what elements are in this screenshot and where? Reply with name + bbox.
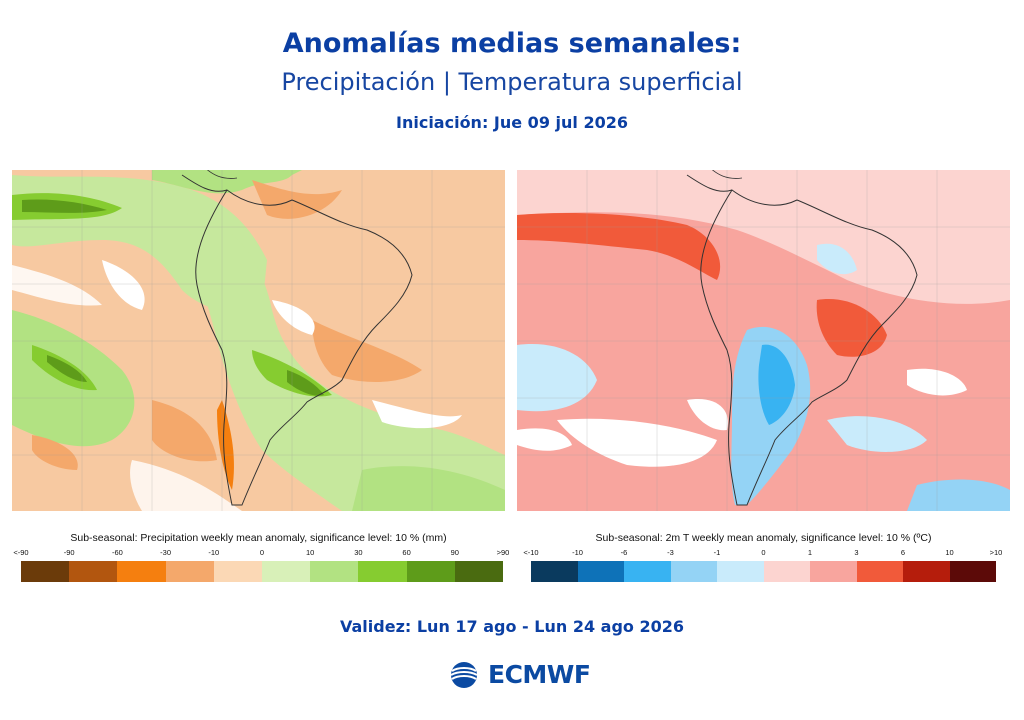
legend-tick: 1 — [807, 548, 813, 557]
legend-swatch — [531, 561, 578, 582]
legend-tick: -10 — [572, 548, 583, 557]
temperature-colorbar — [531, 561, 996, 582]
legend-swatch — [624, 561, 671, 582]
legend-swatch — [856, 561, 903, 582]
initiation-date: Iniciación: Jue 09 jul 2026 — [396, 113, 628, 132]
legend-tick: 3 — [854, 548, 859, 557]
page-title: Anomalías medias semanales: — [282, 28, 742, 59]
legend-tick: 0 — [259, 548, 265, 557]
temperature-legend-ticks: <-10 -10 -6 -3 -1 0 1 3 6 10 >10 — [523, 548, 1002, 558]
precipitation-colorbar — [21, 561, 504, 582]
legend-swatch — [763, 561, 810, 582]
precipitation-caption: Sub-seasonal: Precipitation weekly mean … — [70, 532, 447, 544]
legend-tick: >90 — [496, 548, 510, 557]
ecmwf-logo-text: ECMWF — [488, 660, 591, 689]
legend-tick: 10 — [306, 548, 315, 557]
temperature-anomaly-map — [517, 170, 1010, 511]
legend-tick: >10 — [989, 548, 1003, 557]
legend-swatch — [21, 561, 70, 582]
precipitation-anomaly-map — [12, 170, 505, 511]
ecmwf-logo: ECMWF — [446, 660, 591, 689]
legend-swatch — [454, 561, 504, 582]
legend-tick: -6 — [620, 548, 628, 557]
legend-tick: 6 — [900, 548, 906, 557]
legend-swatch — [358, 561, 407, 582]
legend-swatch — [717, 561, 764, 582]
legend-swatch — [165, 561, 214, 582]
legend-swatch — [262, 561, 311, 582]
legend-tick: 60 — [402, 548, 411, 557]
legend-tick: -1 — [713, 548, 721, 557]
page-subtitle: Precipitación | Temperatura superficial — [281, 68, 743, 96]
legend-swatch — [577, 561, 624, 582]
legend-tick: -3 — [667, 548, 674, 557]
legend-tick: <-10 — [523, 548, 539, 557]
validity-period: Validez: Lun 17 ago - Lun 24 ago 2026 — [340, 617, 684, 636]
legend-tick: <-90 — [13, 548, 29, 557]
precipitation-legend-ticks: <-90 -90 -60 -30 -10 0 10 30 60 90 >90 — [13, 548, 509, 558]
legend-tick: 10 — [945, 548, 954, 557]
legend-swatch — [810, 561, 857, 582]
legend-swatch — [949, 561, 996, 582]
legend-swatch — [903, 561, 950, 582]
ecmwf-logo-icon — [450, 661, 478, 688]
legend-tick: -90 — [63, 548, 75, 557]
legend-tick: -30 — [160, 548, 172, 557]
legend-tick: 30 — [354, 548, 363, 557]
legend-swatch — [69, 561, 118, 582]
legend-swatch — [213, 561, 263, 582]
legend-swatch — [310, 561, 359, 582]
legend-swatch — [406, 561, 455, 582]
legend-tick: -10 — [208, 548, 220, 557]
legend-tick: 90 — [450, 548, 459, 557]
legend-tick: -60 — [111, 548, 123, 557]
legend-tick: 0 — [761, 548, 766, 557]
legend-swatch — [117, 561, 166, 582]
legend-swatch — [670, 561, 717, 582]
temperature-caption: Sub-seasonal: 2m T weekly mean anomaly, … — [595, 532, 932, 544]
